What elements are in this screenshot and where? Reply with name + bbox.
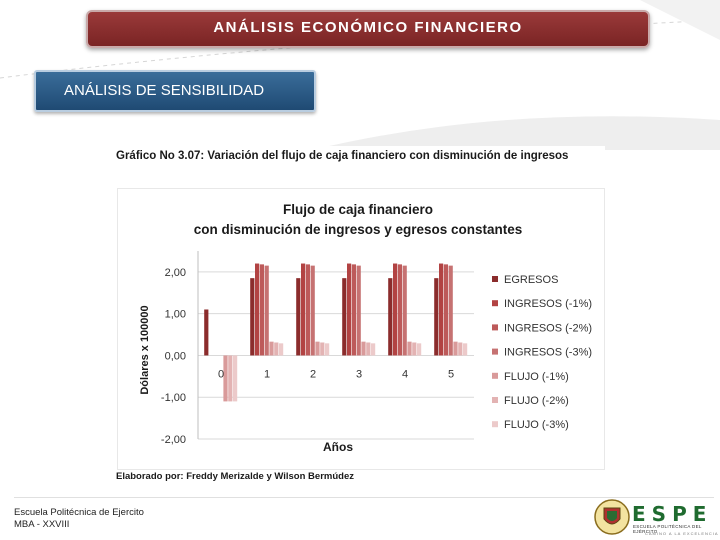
espe-crest-logo	[594, 499, 630, 535]
bar-ingresos-2--2	[305, 264, 310, 356]
legend-label: INGRESOS (-1%)	[504, 298, 592, 310]
bar-egresos-2	[296, 278, 301, 356]
footer-school: Escuela Politécnica de Ejercito	[14, 507, 144, 518]
bar-egresos-4	[388, 278, 393, 356]
bar-ingresos-1--1	[255, 263, 260, 356]
bar-ingresos-3--3	[356, 265, 361, 356]
y-tick-label: 2,00	[165, 267, 186, 279]
chart-area: Flujo de caja financiero con disminución …	[117, 188, 605, 470]
legend-label: FLUJO (-3%)	[504, 419, 569, 431]
bar-egresos-5	[434, 278, 439, 356]
bar-flujo-1--3	[361, 341, 366, 356]
bar-egresos-3	[342, 278, 347, 356]
x-tick-label: 1	[264, 368, 270, 380]
bar-flujo-1--2	[315, 341, 320, 356]
bar-flujo-3--3	[371, 343, 376, 356]
bar-ingresos-1--4	[393, 263, 398, 356]
x-tick-label: 2	[310, 368, 316, 380]
y-tick-label: -2,00	[161, 434, 186, 446]
bar-flujo-2--5	[458, 342, 463, 356]
bar-ingresos-3--5	[448, 265, 453, 356]
bar-flujo-1--5	[453, 341, 458, 356]
bar-flujo-3--2	[325, 343, 330, 356]
bar-flujo-1--1	[269, 341, 274, 356]
bar-flujo-2--3	[366, 342, 371, 356]
y-tick-label: 1,00	[165, 309, 186, 321]
bar-ingresos-3--2	[310, 265, 315, 356]
bar-chart: Flujo de caja financiero con disminución …	[139, 202, 592, 454]
bar-flujo-2--2	[320, 342, 325, 356]
bar-ingresos-2--1	[259, 264, 264, 356]
x-tick-label: 4	[402, 368, 408, 380]
y-axis-label: Dólares x 100000	[139, 305, 151, 394]
legend-swatch	[492, 397, 498, 403]
y-tick-label: -1,00	[161, 392, 186, 404]
espe-motto: CAMINO A LA EXCELENCIA	[645, 531, 719, 536]
x-tick-label: 3	[356, 368, 362, 380]
bar-flujo-2--4	[412, 342, 417, 356]
bar-egresos-0	[204, 309, 209, 356]
legend-swatch	[492, 421, 498, 428]
footer-text: Escuela Politécnica de Ejercito MBA - XX…	[14, 507, 144, 531]
legend-swatch	[492, 300, 498, 307]
legend-swatch	[492, 372, 498, 379]
bar-ingresos-2--3	[351, 264, 356, 356]
chart-title-line: Flujo de caja financiero	[283, 202, 433, 217]
bar-ingresos-1--2	[301, 263, 306, 356]
bar-flujo-1--4	[407, 341, 412, 356]
bar-ingresos-2--5	[443, 264, 448, 356]
legend-swatch	[492, 324, 498, 331]
bar-ingresos-1--5	[439, 263, 444, 356]
x-tick-label: 0	[218, 368, 224, 380]
legend-swatch	[492, 348, 498, 355]
bar-flujo-1--0	[223, 355, 228, 402]
bar-ingresos-2--4	[397, 264, 402, 356]
legend-swatch	[492, 276, 498, 282]
espe-wordmark: ESPE	[632, 502, 713, 526]
bar-flujo-2--1	[274, 342, 279, 356]
page-title: ANÁLISIS ECONÓMICO FINANCIERO	[213, 19, 523, 36]
legend-label: EGRESOS	[504, 274, 558, 286]
figure-caption: Gráfico No 3.07: Variación del flujo de …	[116, 150, 569, 162]
title-banner: ANÁLISIS ECONÓMICO FINANCIERO	[86, 10, 650, 48]
bar-flujo-2--0	[228, 355, 233, 402]
legend-label: INGRESOS (-2%)	[504, 322, 592, 334]
bar-ingresos-3--4	[402, 265, 407, 356]
legend-label: INGRESOS (-3%)	[504, 347, 592, 359]
footer-program: MBA - XXVIII	[14, 519, 70, 530]
legend-label: FLUJO (-2%)	[504, 395, 569, 407]
section-banner: ANÁLISIS DE SENSIBILIDAD	[34, 70, 316, 112]
espe-subtitle: ESCUELA POLITÉCNICA DEL EJÉRCITO	[633, 524, 702, 534]
bar-flujo-3--5	[463, 343, 468, 356]
legend-label: FLUJO (-1%)	[504, 371, 569, 383]
bar-ingresos-1--3	[347, 263, 352, 356]
section-title: ANÁLISIS DE SENSIBILIDAD	[64, 82, 265, 99]
x-axis-label: Años	[323, 440, 353, 454]
bar-ingresos-3--1	[264, 265, 269, 356]
bar-flujo-3--4	[417, 343, 422, 356]
bar-flujo-3--0	[233, 355, 238, 402]
bar-egresos-1	[250, 278, 255, 356]
bar-flujo-3--1	[279, 343, 284, 356]
x-tick-label: 5	[448, 368, 454, 380]
chart-title-line: con disminución de ingresos y egresos co…	[194, 222, 523, 237]
y-tick-label: 0,00	[165, 350, 186, 362]
figure-credit: Elaborado por: Freddy Merizalde y Wilson…	[116, 471, 354, 482]
footer-divider	[14, 497, 714, 498]
